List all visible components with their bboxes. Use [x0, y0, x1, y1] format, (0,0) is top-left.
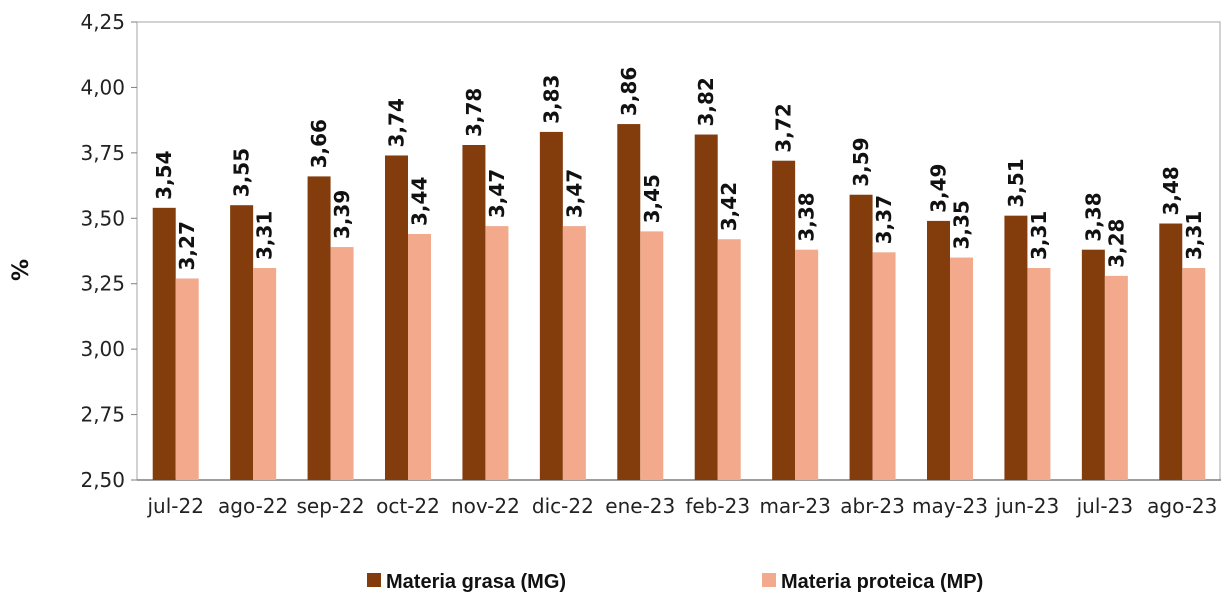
y-tick-label: 2,75 — [80, 403, 125, 427]
legend-label: Materia proteica (MP) — [781, 571, 983, 593]
y-tick-label: 3,50 — [80, 206, 125, 230]
y-tick-label: 4,00 — [80, 75, 125, 99]
category-label: sep-22 — [297, 494, 365, 518]
bar-mp — [1104, 275, 1128, 480]
category-label: abr-23 — [840, 494, 905, 518]
bar-mg — [617, 124, 641, 480]
bar-mp — [1027, 268, 1051, 480]
bar-mg — [772, 160, 796, 481]
y-tick-label: 4,25 — [80, 10, 125, 34]
data-label: 3,51 — [1004, 158, 1028, 207]
bar-mp — [950, 257, 973, 480]
bar-mp — [485, 226, 509, 480]
y-tick-label: 3,25 — [80, 272, 125, 296]
data-label: 3,86 — [617, 67, 641, 116]
category-label: mar-23 — [759, 494, 830, 518]
data-label: 3,83 — [539, 75, 563, 124]
data-label: 3,27 — [175, 221, 199, 270]
legend-label: Materia grasa (MG) — [386, 571, 566, 593]
y-tick-label: 3,00 — [80, 337, 125, 361]
data-label: 3,42 — [717, 182, 741, 231]
plot-area — [136, 21, 1221, 481]
data-label: 3,28 — [1104, 219, 1128, 268]
data-label: 3,47 — [562, 169, 586, 218]
data-label: 3,55 — [230, 148, 254, 197]
legend-swatch — [367, 573, 381, 587]
category-label: dic-22 — [532, 494, 594, 518]
data-label: 3,54 — [152, 150, 176, 199]
bar-mp — [872, 252, 896, 480]
legend: Materia grasa (MG) Materia proteica (MP) — [367, 571, 983, 593]
data-label: 3,38 — [795, 192, 819, 241]
data-label: 3,38 — [1081, 192, 1105, 241]
category-label: jul-23 — [1076, 494, 1133, 518]
data-label: 3,82 — [694, 77, 718, 126]
data-label: 3,66 — [307, 119, 331, 168]
bar-mg — [152, 207, 176, 480]
data-label: 3,37 — [872, 195, 896, 244]
bar-mp — [717, 239, 741, 480]
data-label: 3,72 — [772, 103, 796, 152]
data-label: 3,31 — [253, 211, 277, 260]
category-label: jun-23 — [995, 494, 1060, 518]
data-label: 3,48 — [1159, 166, 1183, 215]
bar-mg — [385, 155, 408, 480]
bar-mp — [640, 231, 664, 480]
bar-mp — [330, 247, 354, 480]
bar-mp — [1182, 268, 1206, 480]
data-label: 3,49 — [927, 164, 951, 213]
y-tick-label: 2,50 — [80, 468, 125, 492]
bar-mp — [562, 226, 586, 480]
category-label: ago-22 — [218, 494, 288, 518]
category-label: ago-23 — [1147, 494, 1217, 518]
data-label: 3,39 — [330, 190, 354, 239]
bar-mp — [253, 268, 277, 480]
data-label: 3,35 — [950, 200, 974, 249]
bar-mg — [927, 220, 950, 480]
bar-mg — [539, 131, 563, 481]
bar-mg — [1159, 223, 1183, 480]
category-label: jul-22 — [146, 494, 203, 518]
bar-mg — [230, 205, 254, 480]
data-label: 3,47 — [485, 169, 509, 218]
bar-mg — [694, 134, 718, 480]
data-label: 3,31 — [1027, 211, 1051, 260]
bar-mp — [795, 249, 819, 480]
bar-mp — [408, 233, 431, 480]
bar-mg — [307, 176, 331, 480]
bar-mg — [849, 194, 873, 480]
category-label: may-23 — [912, 494, 988, 518]
bar-mp — [175, 278, 199, 480]
category-label: ene-23 — [605, 494, 675, 518]
data-label: 3,74 — [385, 98, 409, 147]
y-tick-label: 3,75 — [80, 141, 125, 165]
y-axis-label: % — [9, 259, 34, 281]
category-label: nov-22 — [451, 494, 520, 518]
data-label: 3,44 — [408, 177, 432, 226]
category-label: feb-23 — [685, 494, 750, 518]
category-label: oct-22 — [376, 494, 440, 518]
data-label: 3,31 — [1182, 211, 1206, 260]
legend-swatch — [762, 573, 776, 587]
data-label: 3,59 — [849, 137, 873, 186]
bar-mg — [1004, 215, 1028, 480]
bar-mg — [462, 145, 486, 480]
bar-mg — [1081, 249, 1105, 480]
data-label: 3,78 — [462, 88, 486, 137]
data-label: 3,45 — [640, 174, 664, 223]
